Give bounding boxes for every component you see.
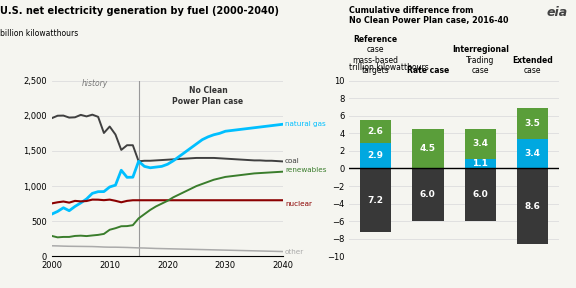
Text: Trading: Trading [466,56,494,65]
Text: natural gas: natural gas [285,121,325,127]
Text: case: case [472,66,489,75]
Text: 2.6: 2.6 [367,127,384,136]
Bar [360,143,391,168]
Bar [360,168,391,232]
Text: 1.1: 1.1 [472,159,488,168]
Text: Cumulative difference from
No Clean Power Plan case, 2016-40: Cumulative difference from No Clean Powe… [350,6,509,25]
Text: Extended: Extended [512,56,553,65]
Text: 6.0: 6.0 [420,190,435,199]
Text: 3.5: 3.5 [525,119,540,128]
Text: history: history [82,79,108,88]
Bar [517,168,548,244]
Text: renewables: renewables [285,166,327,173]
Text: 3.4: 3.4 [525,149,540,158]
Text: Interregional: Interregional [452,45,509,54]
Bar [412,129,444,168]
Bar [412,168,444,221]
Text: case: case [367,45,384,54]
Bar [464,159,496,168]
Bar [360,120,391,143]
Text: coal: coal [285,158,300,164]
Text: 3.4: 3.4 [472,139,488,148]
Text: eia: eia [546,6,567,19]
Bar [464,168,496,221]
Text: 7.2: 7.2 [367,196,384,204]
Text: Reference: Reference [354,35,397,44]
Text: mass-based: mass-based [353,56,399,65]
Bar [464,129,496,159]
Bar [517,108,548,139]
Text: case: case [524,66,541,75]
Text: No Clean
Power Plan case: No Clean Power Plan case [172,86,244,106]
Text: 6.0: 6.0 [472,190,488,199]
Text: trillion kilowatthours: trillion kilowatthours [350,63,429,72]
Text: 4.5: 4.5 [420,144,436,153]
Text: nuclear: nuclear [285,201,312,207]
Text: 2.9: 2.9 [367,151,384,160]
Text: U.S. net electricity generation by fuel (2000-2040): U.S. net electricity generation by fuel … [0,6,279,16]
Text: other: other [285,249,304,255]
Text: Rate case: Rate case [407,66,449,75]
Text: targets: targets [362,66,389,75]
Text: billion kilowatthours: billion kilowatthours [0,29,78,38]
Bar [517,139,548,168]
Text: 8.6: 8.6 [525,202,540,211]
